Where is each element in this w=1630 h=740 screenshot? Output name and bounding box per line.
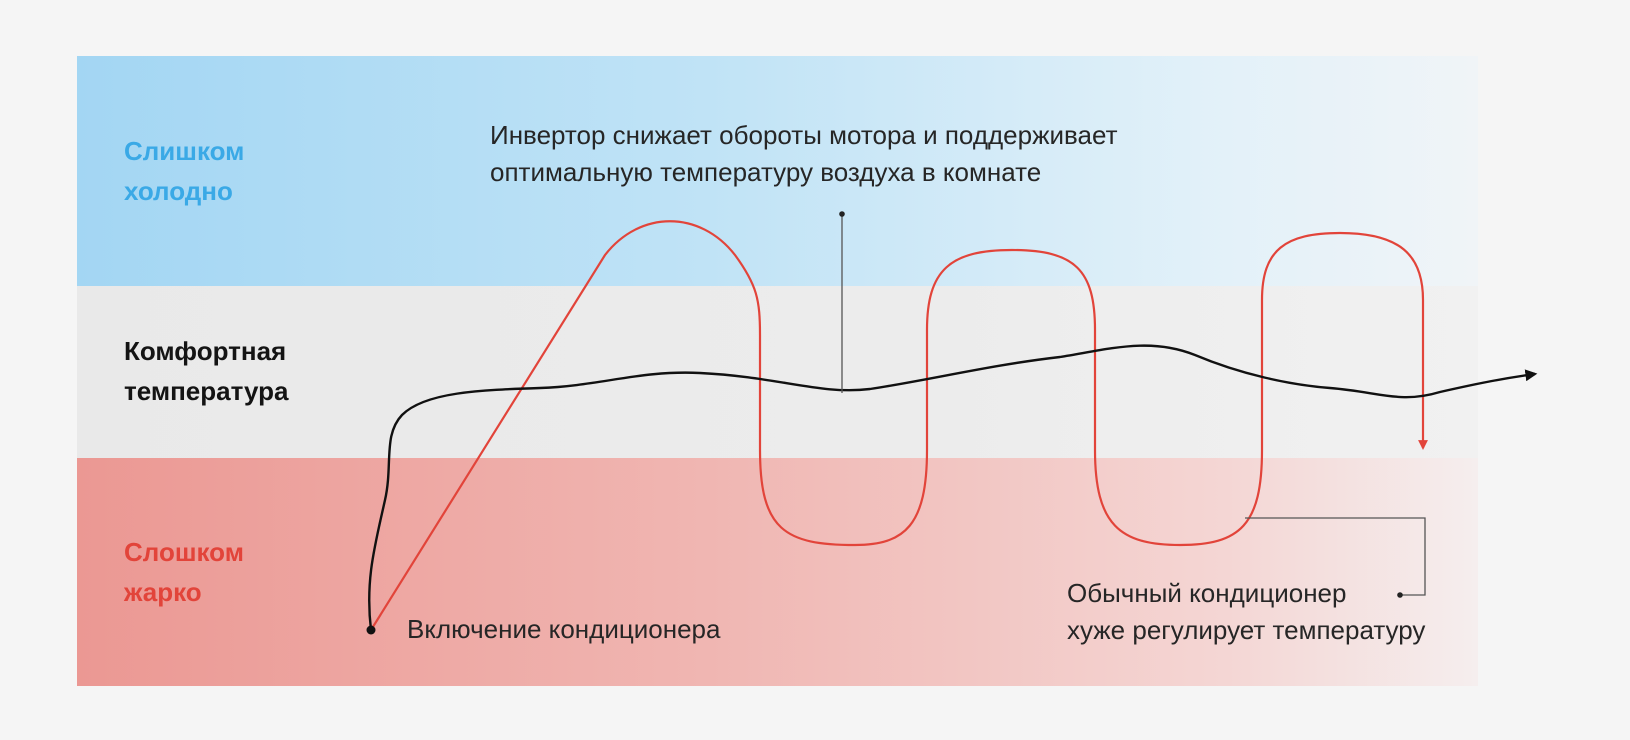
too-hot-label-line1: Слошком (124, 537, 244, 567)
inverter-annotation-line1: Инвертор снижает обороты мотора и поддер… (490, 120, 1118, 150)
too-cold-label-line2: холодно (124, 176, 233, 206)
inverter-leader-dot (839, 211, 845, 217)
ordinary-ac-curve (370, 220, 1428, 631)
ordinary-annotation-line1: Обычный кондиционер (1067, 578, 1347, 608)
too-hot-zone (77, 458, 1478, 686)
comfort-label-line1: Комфортная (124, 336, 287, 366)
comfort-label: Комфортная температура (124, 331, 364, 411)
ordinary-leader-line (1245, 517, 1426, 596)
too-cold-zone (77, 56, 1478, 286)
too-cold-label: Слишком холодно (124, 131, 364, 211)
start-point-marker (366, 625, 376, 635)
too-hot-label: Слошком жарко (124, 532, 364, 612)
ordinary-leader-dot (1397, 592, 1403, 598)
inverter-annotation-line2: оптимальную температуру воздуха в комнат… (490, 157, 1042, 187)
too-hot-label-line2: жарко (124, 577, 202, 607)
start-annotation-text: Включение кондиционера (407, 614, 721, 644)
ordinary-annotation: Обычный кондиционер хуже регулирует темп… (1067, 575, 1425, 649)
inverter-curve (368, 344, 1538, 631)
inverter-annotation: Инвертор снижает обороты мотора и поддер… (490, 117, 1117, 191)
comfort-label-line2: температура (124, 376, 289, 406)
start-annotation: Включение кондиционера (407, 611, 720, 648)
ordinary-annotation-line2: хуже регулирует температуру (1067, 615, 1426, 645)
too-cold-label-line1: Слишком (124, 136, 245, 166)
